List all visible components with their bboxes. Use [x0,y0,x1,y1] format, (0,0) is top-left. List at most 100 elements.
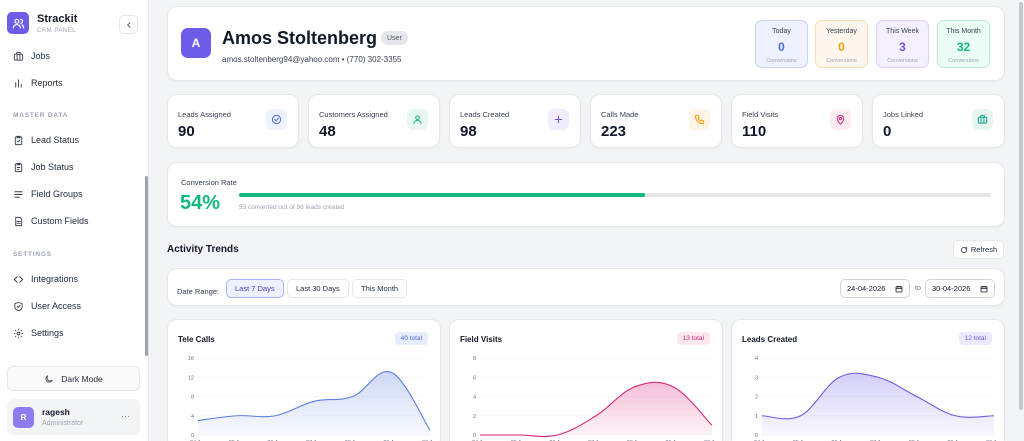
y-tick-label: 0 [191,433,194,439]
sidebar-item-settings[interactable]: Settings [12,325,64,341]
plus-icon [548,109,569,130]
dark-mode-toggle[interactable]: Dark Mode [7,366,140,391]
sidebar-item-job-status[interactable]: Job Status [12,159,74,175]
sidebar-item-field-groups[interactable]: Field Groups [12,186,83,202]
code-icon [12,273,24,285]
series-line [480,381,713,438]
y-tick-label: 4 [473,395,476,401]
conversion-sub: Conversions [948,58,979,64]
conversion-rate-value: 54% [180,192,221,214]
list-icon [12,188,24,200]
chart-card-leads-created: Leads Created 12 total 4321024 Apr25 Apr… [731,319,1005,441]
collapse-sidebar-button[interactable] [119,15,138,34]
stat-label: Leads Assigned [178,110,231,119]
date-from-value: 24-04-2026 [847,284,886,293]
conversion-rate-sub: 53 converted out of 98 leads created [239,204,345,211]
conversion-value: 32 [956,40,971,54]
bar-chart-icon [12,77,24,89]
series-line [761,372,995,420]
sidebar-scrollbar[interactable] [145,176,148,356]
refresh-button[interactable]: Refresh [953,240,1004,259]
map-pin-icon [830,109,851,130]
y-tick-label: 4 [191,414,194,420]
conversion-rate-card: Conversion Rate 54% 53 converted out of … [167,162,1005,227]
profile-card: A Amos Stoltenberg User amos.stoltenberg… [167,6,1005,81]
calendar-icon [895,285,903,292]
range-this-month[interactable]: This Month [352,279,408,298]
brand-subtitle: CRM PANEL [37,27,77,34]
sidebar: Strackit CRM PANEL Jobs Reports MASTER D… [0,0,149,441]
brand[interactable]: Strackit CRM PANEL [7,12,77,34]
brand-users-icon [7,12,29,34]
range-last-7-days[interactable]: Last 7 Days [226,279,284,298]
profile-name: Amos Stoltenberg [222,28,378,48]
sidebar-item-label: Jobs [31,51,51,61]
more-options-icon[interactable]: ··· [121,411,130,421]
activity-trends-title: Activity Trends [167,244,239,255]
y-tick-label: 16 [188,356,194,362]
sidebar-item-lead-status[interactable]: Lead Status [12,132,79,148]
clipboard-check-icon [12,134,24,146]
series-area [198,371,430,435]
chart-card-tele-calls: Tele Calls 40 total 161284024 Apr25 Apr2… [167,319,441,441]
sidebar-item-label: Lead Status [31,135,80,145]
tele-calls-chart: 161284024 Apr25 Apr26 Apr27 Apr28 Apr29 … [188,356,438,441]
conversion-tile-yesterday: Yesterday 0 Conversions [815,20,868,68]
stat-label: Calls Made [601,110,639,119]
y-tick-label: 12 [188,375,194,381]
conversion-sub: Conversions [887,58,918,64]
conversion-period: Yesterday [826,28,857,35]
briefcase-icon [972,109,993,130]
chart-card-field-visits: Field Visits 13 total 8642024 Apr25 Apr2… [449,319,723,441]
user-card[interactable]: R ragesh Administrator ··· [7,399,140,435]
stat-label: Leads Created [460,110,510,119]
sidebar-item-label: Settings [31,328,64,338]
stat-label: Field Visits [742,110,779,119]
leads-created-chart: 4321024 Apr25 Apr26 Apr27 Apr28 Apr29 Ap… [754,356,1002,441]
sidebar-item-user-access[interactable]: User Access [12,298,81,314]
y-tick-label: 0 [755,433,758,439]
y-tick-label: 8 [191,395,194,401]
conversion-progress-fill [239,193,646,197]
refresh-icon [960,246,968,254]
sidebar-item-jobs[interactable]: Jobs [12,48,50,64]
sidebar-item-reports[interactable]: Reports [12,75,63,91]
stat-value: 223 [601,123,627,140]
conversion-sub: Conversions [826,58,857,64]
y-tick-label: 2 [755,395,758,401]
range-last-30-days[interactable]: Last 30 Days [287,279,349,298]
series-area [762,373,994,435]
stat-value: 0 [883,123,892,140]
stat-card-calls-made: Calls Made 223 [590,94,722,148]
date-from-input[interactable]: 24-04-2026 [840,279,910,298]
y-tick-label: 3 [755,375,758,381]
stat-value: 110 [742,123,767,140]
stat-card-field-visits: Field Visits 110 [731,94,863,148]
page-scrollbar-thumb[interactable] [1019,2,1023,410]
clipboard-icon [12,161,24,173]
sidebar-item-integrations[interactable]: Integrations [12,271,78,287]
conversion-tile-this-month: This Month 32 Conversions [937,20,990,68]
chart-title: Field Visits [460,335,503,344]
master-data-heading: MASTER DATA [13,112,69,119]
series-area [480,382,712,437]
conversion-value: 3 [899,40,906,54]
stat-card-leads-created: Leads Created 98 [449,94,581,148]
series-line [197,370,431,431]
y-tick-label: 0 [473,433,476,439]
sidebar-item-label: Custom Fields [31,216,89,226]
stat-label: Customers Assigned [319,110,388,119]
chevron-left-icon [126,21,130,28]
y-tick-label: 1 [755,414,758,420]
chart-total-badge: 40 total [394,332,428,345]
conversion-value: 0 [838,40,845,54]
date-to-input[interactable]: 30-04-2026 [925,279,995,298]
sidebar-item-custom-fields[interactable]: Custom Fields [12,213,89,229]
y-tick-label: 4 [755,356,758,362]
y-tick-label: 8 [473,356,476,362]
conversion-period: Today [772,28,791,35]
conversion-tile-today: Today 0 Conversions [755,20,808,68]
stat-label: Jobs Linked [883,110,924,119]
profile-contact: amos.stoltenberg94@yahoo.com • (770) 302… [222,55,402,64]
field-visits-chart: 8642024 Apr25 Apr26 Apr27 Apr28 Apr29 Ap… [472,356,720,441]
